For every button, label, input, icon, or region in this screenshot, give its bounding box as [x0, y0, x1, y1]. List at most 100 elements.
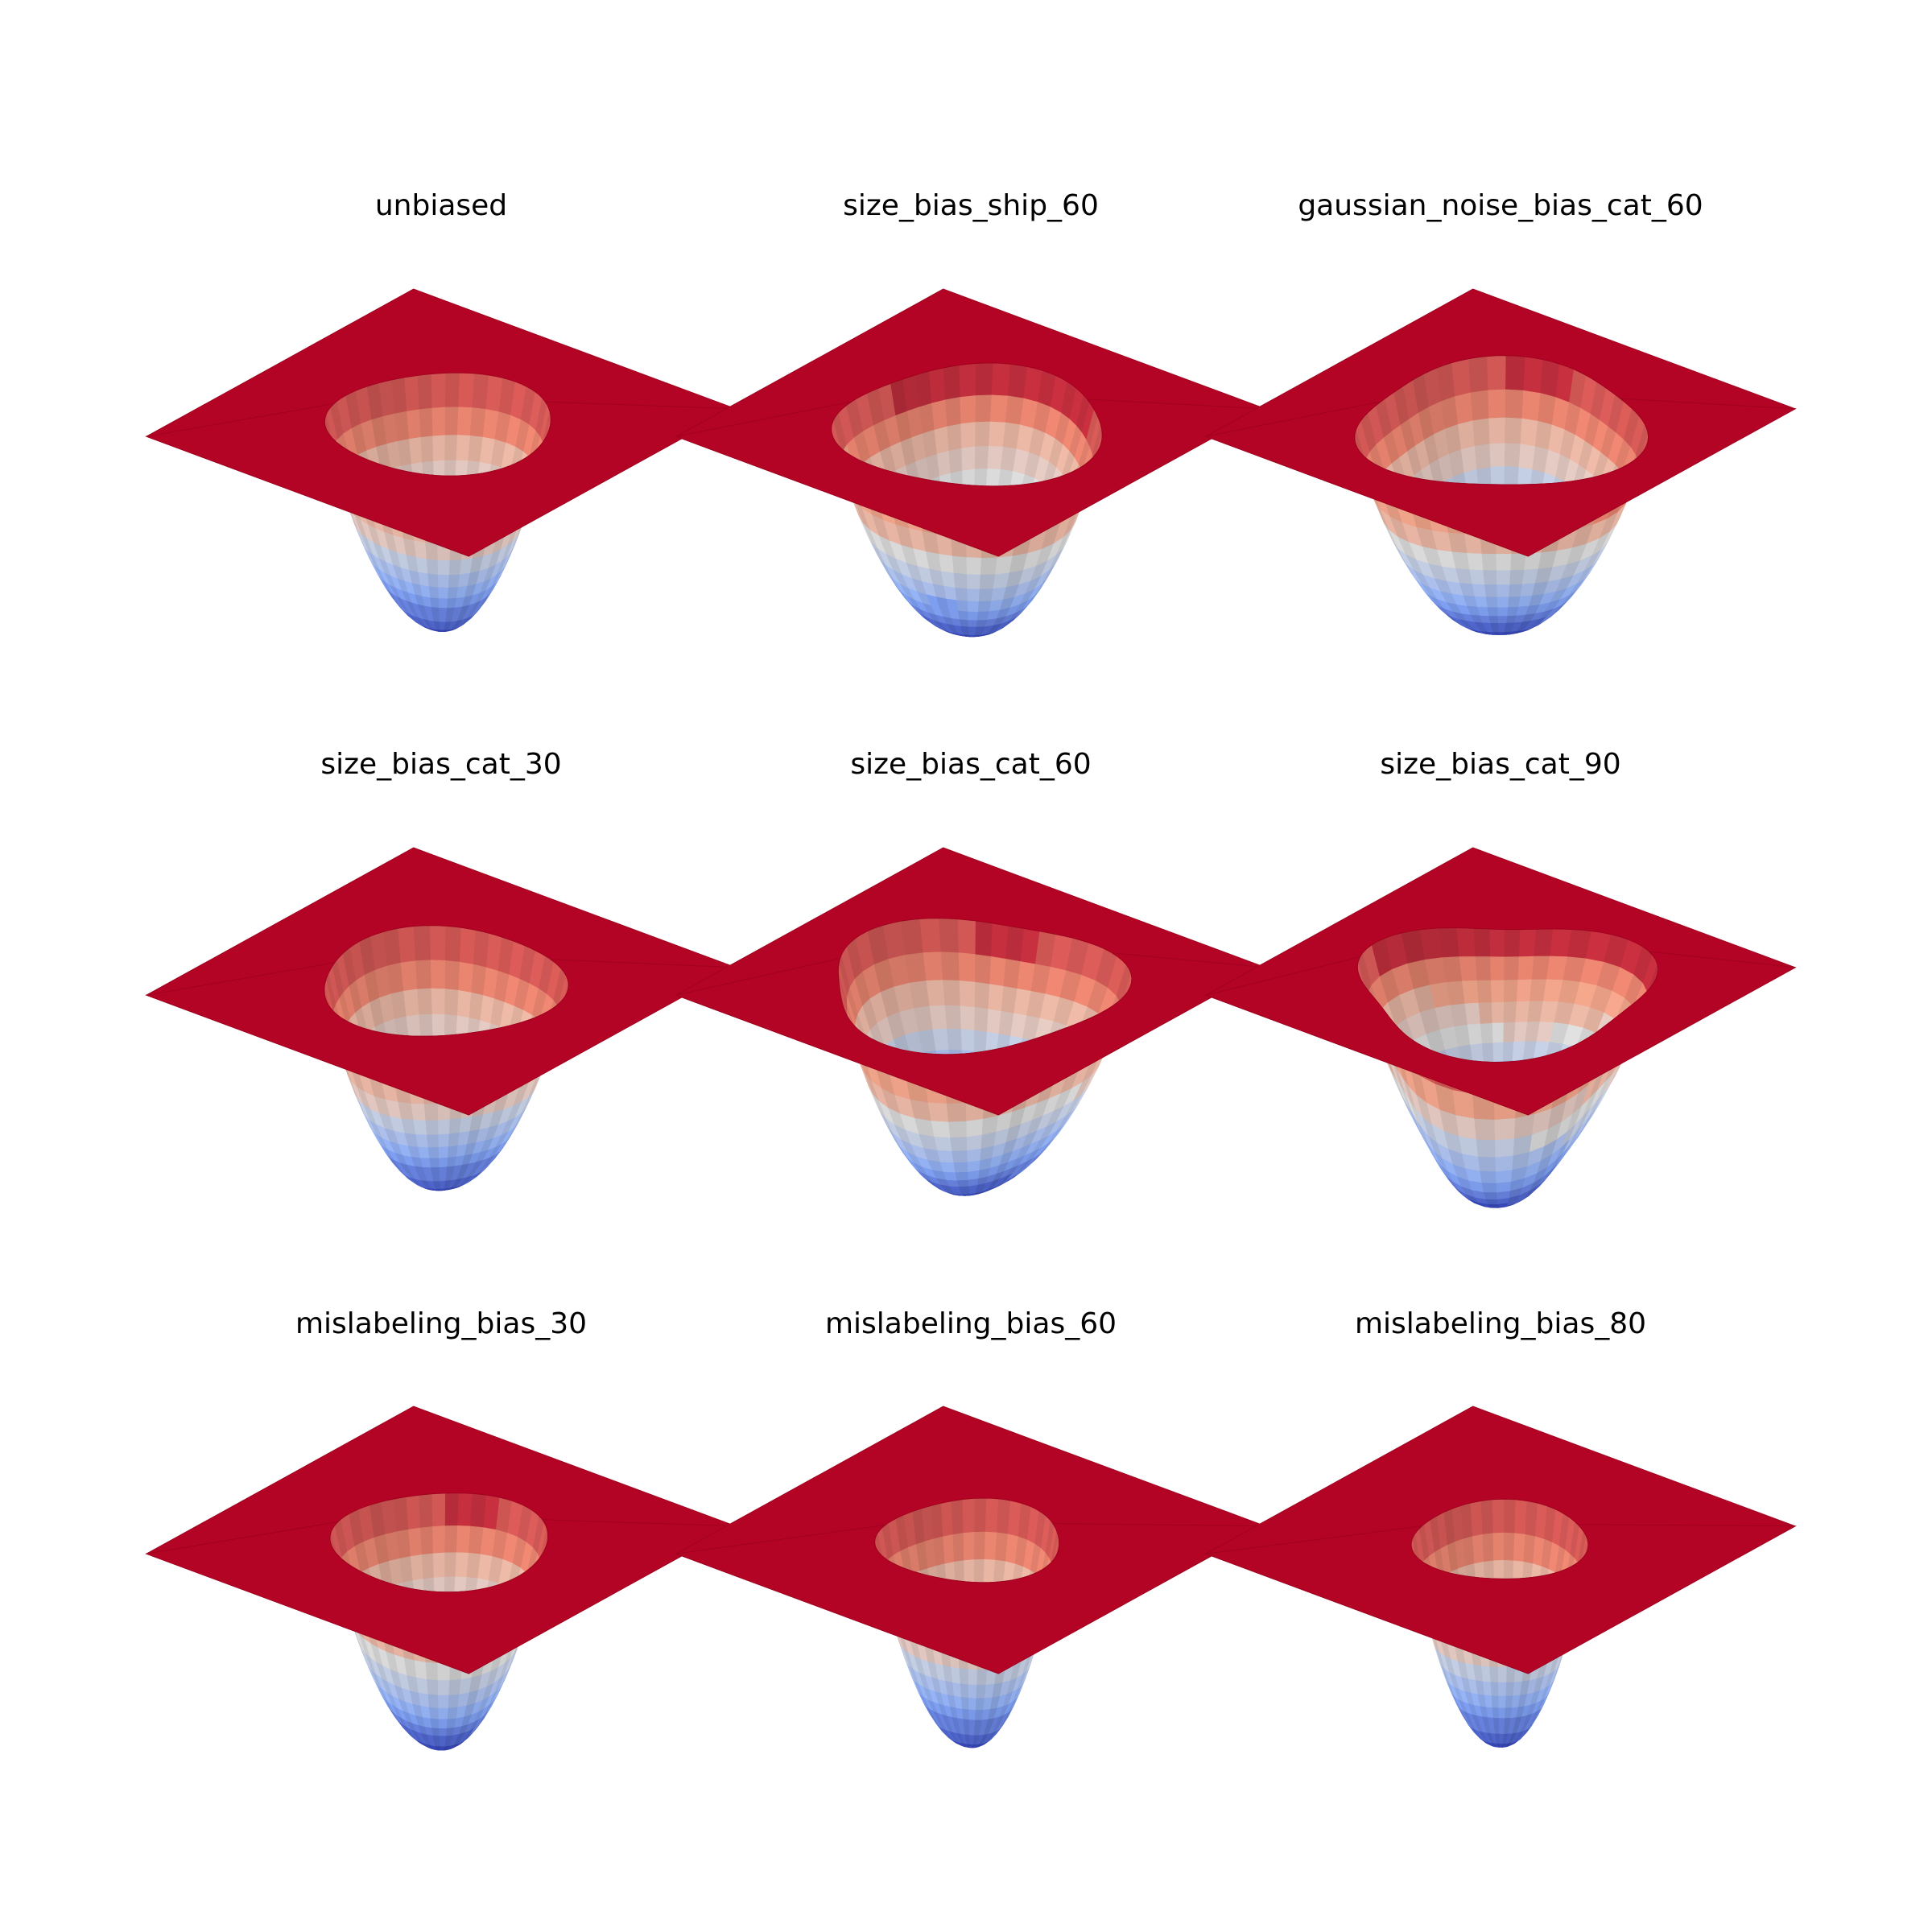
surface-facet [1513, 1021, 1528, 1042]
surface-facet [444, 1525, 458, 1553]
surface-facet [1455, 1114, 1477, 1140]
surface-panel-6: size_bias_cat_90 [1204, 748, 1797, 1208]
surface-facet [447, 586, 458, 599]
surface-facet [1481, 1182, 1497, 1193]
surface-facet [1464, 1001, 1481, 1025]
surface-facet [958, 1186, 969, 1192]
surface-facet [974, 1006, 989, 1032]
surface-facet [1487, 1203, 1499, 1208]
surface-facet [1474, 1117, 1496, 1141]
surface-facet [438, 597, 448, 609]
surface-facet [418, 1013, 433, 1038]
surface-facet [956, 1179, 969, 1187]
surface-facet [1503, 1022, 1516, 1042]
surface-facet [1489, 928, 1505, 957]
surface-facet [1496, 584, 1510, 597]
panel-title: gaussian_noise_bias_cat_60 [1298, 189, 1703, 222]
surface-facet [445, 607, 455, 616]
surface-facet [430, 1166, 440, 1175]
surface-facet [957, 609, 969, 621]
surface-facet [1459, 956, 1478, 981]
surface-facet [448, 573, 460, 588]
surface-facet [1504, 442, 1521, 468]
surface-facet [1481, 1042, 1494, 1063]
surface-facet [975, 920, 993, 957]
surface-facet [431, 988, 446, 1015]
surface-facet [1490, 979, 1505, 1003]
surface-facet [439, 1184, 445, 1189]
surface-facet [1483, 569, 1497, 585]
panel-title: unbiased [375, 189, 507, 222]
surface-facet [1505, 355, 1526, 390]
surface-facet [456, 989, 473, 1018]
surface-facet [967, 1159, 980, 1172]
surface-facet [437, 559, 450, 576]
surface-facet [438, 607, 448, 616]
panel-title: mislabeling_bias_30 [295, 1307, 587, 1340]
panel-title: size_bias_ship_60 [843, 189, 1099, 222]
surface-facet [433, 621, 440, 627]
surface-facet [415, 1133, 429, 1148]
surface-facet [940, 951, 960, 981]
surface-facet [437, 574, 449, 588]
surface-facet [458, 372, 475, 408]
surface-facet [960, 445, 976, 471]
surface-panel-7: mislabeling_bias_30 [144, 1307, 737, 1751]
surface-facet [431, 407, 446, 436]
surface-facet [457, 1492, 473, 1526]
surface-facet [425, 542, 439, 560]
surface-facet [1467, 552, 1484, 571]
surface-facet [1505, 416, 1523, 444]
surface-facet [425, 1119, 439, 1135]
surface-facet [966, 1148, 981, 1162]
surface-facet [433, 1180, 440, 1187]
surface-facet [979, 573, 996, 589]
surface-facet [960, 421, 976, 448]
surface-facet [448, 1117, 461, 1134]
surface-facet [943, 365, 960, 400]
surface-facet [1517, 956, 1534, 980]
surface-facet [943, 979, 961, 1006]
surface-facet [974, 981, 990, 1009]
surface-facet [1472, 583, 1487, 597]
surface-facet [966, 1134, 982, 1151]
surface-facet [991, 362, 1011, 396]
panel-title: size_bias_cat_30 [320, 748, 561, 781]
surface-facet [959, 394, 976, 424]
surface-facet [1467, 1023, 1483, 1045]
surface-facet [975, 362, 994, 396]
surface-facet [1518, 928, 1537, 957]
surface-facet [1520, 418, 1538, 447]
surface-facet [968, 619, 978, 627]
surface-facet [1474, 443, 1491, 470]
surface-facet [974, 394, 993, 423]
surface-facet [417, 374, 432, 410]
surface-facet [919, 918, 942, 953]
surface-facet [413, 925, 431, 961]
surface-facet [426, 558, 439, 575]
surface-facet [431, 1492, 446, 1527]
surface-facet [419, 1525, 433, 1555]
surface-facet [460, 927, 477, 964]
surface-facet [968, 611, 979, 621]
surface-facet [1472, 417, 1490, 447]
surface-facet [444, 960, 460, 991]
surface-facet [1480, 1022, 1494, 1044]
surface-facet [1470, 389, 1489, 421]
surface-facet [438, 1166, 448, 1175]
surface-facet [439, 615, 447, 622]
surface-facet [967, 588, 980, 602]
surface-facet [444, 1492, 460, 1526]
surface-facet [1485, 1199, 1498, 1205]
surface-facet [1494, 1117, 1516, 1141]
surface-facet [418, 1493, 433, 1528]
surface-facet [958, 363, 976, 398]
surface-facet [1497, 622, 1507, 629]
surface-facet [1478, 1001, 1493, 1024]
surface-facet [428, 585, 440, 599]
surface-facet [456, 434, 471, 461]
surface-facet [447, 1145, 458, 1158]
surface-facet [960, 1028, 975, 1052]
surface-facet [1480, 1170, 1497, 1183]
surface-facet [1496, 1181, 1512, 1193]
